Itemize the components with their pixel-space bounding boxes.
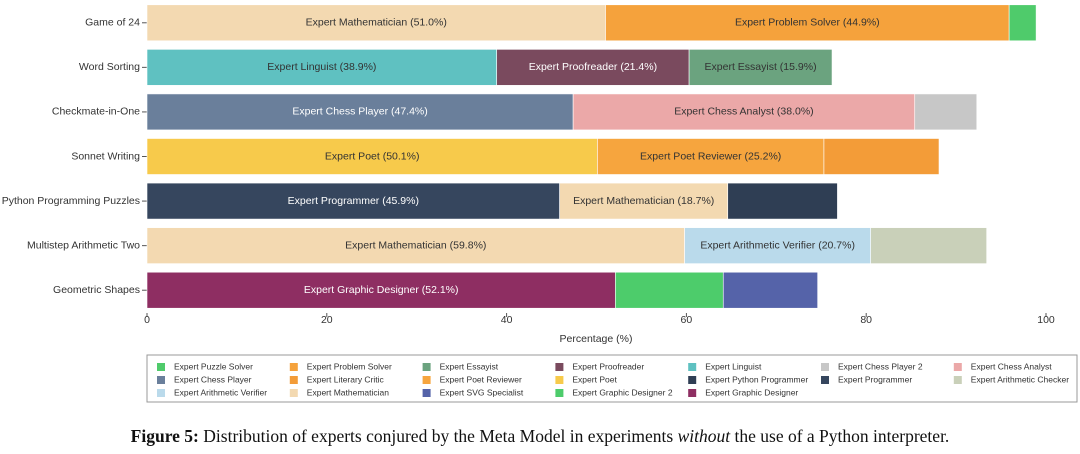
y-tick-label: Game of 24: [85, 17, 140, 29]
bar-label: Expert Chess Player (47.4%): [292, 106, 427, 118]
bar-segment: [722, 271, 818, 309]
bar-label: Expert Chess Analyst (38.0%): [674, 106, 813, 118]
bar-segment: [146, 271, 616, 309]
legend-swatch: [422, 363, 431, 371]
bar-segment: [146, 138, 598, 175]
legend-label: Expert Essayist: [440, 361, 499, 371]
bar-label: Expert Mathematician (18.7%): [573, 195, 714, 207]
bar-segment: [605, 4, 1010, 42]
bar-segment: [684, 227, 871, 264]
legend-swatch: [555, 376, 564, 384]
y-tick-label: Word Sorting: [79, 61, 140, 73]
caption: Figure 5: Distribution of experts conjur…: [131, 426, 950, 446]
legend-label: Expert Problem Solver: [307, 361, 392, 371]
y-tick-label: Checkmate-in-One: [52, 106, 140, 118]
bar-label: Expert Arithmetic Verifier (20.7%): [700, 239, 855, 251]
x-tick-label: 20: [321, 314, 333, 326]
bar-segment: [1008, 4, 1037, 42]
legend-swatch: [422, 376, 431, 384]
bar-label: Expert Poet (50.1%): [325, 150, 420, 162]
bar-label: Expert Programmer (45.9%): [288, 195, 419, 207]
x-axis-label: Percentage (%): [560, 333, 633, 345]
legend-label: Expert Linguist: [705, 361, 762, 371]
legend-swatch: [821, 376, 829, 384]
caption-text: the use of a Python interpreter.: [730, 426, 949, 446]
legend-swatch: [688, 389, 697, 397]
bar-segment: [146, 93, 574, 131]
legend-swatch: [157, 376, 165, 384]
legend-label: Expert Programmer: [838, 374, 912, 384]
bar-label: Expert Poet Reviewer (25.2%): [640, 150, 781, 162]
bar-label: Expert Mathematician (51.0%): [306, 17, 447, 29]
legend-swatch: [157, 389, 165, 397]
legend-label: Expert Graphic Designer 2: [572, 387, 672, 397]
legend-swatch: [157, 363, 165, 371]
legend-label: Expert Arithmetic Checker: [971, 374, 1069, 384]
legend-label: Expert Poet: [572, 374, 617, 384]
caption-emphasis: without: [678, 426, 732, 446]
legend-swatch: [289, 389, 298, 397]
bar-segment: [727, 182, 838, 220]
legend-swatch: [688, 363, 697, 371]
legend-swatch: [688, 376, 697, 384]
legend-swatch: [289, 376, 298, 384]
legend-label: Expert Chess Player 2: [838, 361, 923, 371]
legend-label: Expert Graphic Designer: [705, 387, 798, 397]
legend-swatch: [953, 363, 962, 371]
bar-segment: [870, 227, 987, 264]
x-tick-label: 80: [860, 314, 872, 326]
legend-swatch: [555, 389, 564, 397]
bar-label: Expert Linguist (38.9%): [267, 61, 376, 73]
y-tick-label: Multistep Arithmetic Two: [27, 239, 140, 251]
x-tick-label: 40: [501, 314, 513, 326]
legend-label: Expert Literary Critic: [307, 374, 385, 384]
legend-label: Expert Mathematician: [307, 387, 389, 397]
bar-segment: [823, 138, 940, 175]
bar-label: Expert Essayist (15.9%): [705, 61, 817, 73]
bar-segment: [146, 227, 685, 264]
legend-swatch: [289, 363, 298, 371]
bar-segment: [146, 182, 560, 220]
bar-segment: [559, 182, 729, 220]
bar-segment: [615, 271, 724, 309]
bar-segment: [914, 93, 978, 131]
legend-swatch: [953, 376, 962, 384]
bar-label: Expert Graphic Designer (52.1%): [304, 284, 459, 296]
legend-box: [146, 354, 1078, 403]
bar-segment: [688, 49, 833, 86]
legend-label: Expert Arithmetic Verifier: [174, 387, 267, 397]
legend-label: Expert Python Programmer: [705, 374, 808, 384]
x-tick-label: 100: [1037, 314, 1055, 326]
x-tick-label: 60: [681, 314, 693, 326]
bar-label: Expert Problem Solver (44.9%): [735, 17, 880, 29]
legend-label: Expert Poet Reviewer: [440, 374, 522, 384]
legend-swatch: [555, 363, 564, 371]
legend-swatch: [422, 389, 431, 397]
legend-swatch: [821, 363, 829, 371]
caption-label: Figure 5:: [131, 426, 199, 446]
bar-segment: [146, 4, 606, 42]
bar-label: Expert Mathematician (59.8%): [345, 239, 486, 251]
bar-segment: [597, 138, 825, 175]
bar-segment: [572, 93, 916, 131]
legend-label: Expert Chess Analyst: [971, 361, 1052, 371]
y-tick-label: Sonnet Writing: [71, 150, 140, 162]
y-tick-label: Geometric Shapes: [53, 284, 140, 296]
legend-label: Expert Chess Player: [174, 374, 252, 384]
legend-label: Expert Puzzle Solver: [174, 361, 253, 371]
legend-label: Expert SVG Specialist: [440, 387, 524, 397]
y-tick-label: Python Programming Puzzles: [2, 195, 140, 207]
caption-text: Distribution of experts conjured by the …: [199, 426, 678, 446]
legend-label: Expert Proofreader: [572, 361, 644, 371]
bar-label: Expert Proofreader (21.4%): [529, 61, 657, 73]
x-tick-label: 0: [144, 314, 150, 326]
